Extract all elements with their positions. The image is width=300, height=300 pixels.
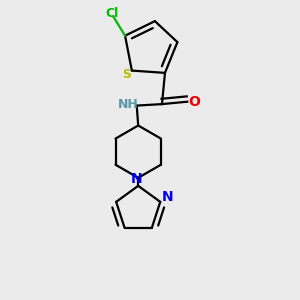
Text: Cl: Cl [105,8,118,20]
Text: N: N [131,172,142,186]
Text: NH: NH [118,98,139,111]
Text: S: S [122,68,131,81]
Text: O: O [188,95,200,109]
Text: N: N [162,190,173,204]
